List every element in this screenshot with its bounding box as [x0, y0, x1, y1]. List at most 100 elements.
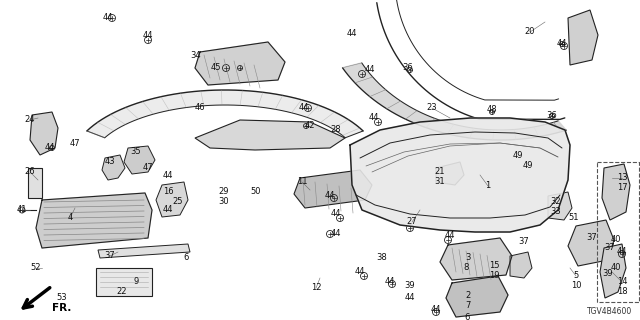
Polygon shape	[87, 90, 363, 138]
Polygon shape	[510, 252, 532, 278]
Text: 44: 44	[365, 66, 375, 75]
Polygon shape	[195, 120, 345, 150]
Text: 16: 16	[163, 188, 173, 196]
Text: 30: 30	[219, 197, 229, 206]
Text: 18: 18	[617, 287, 627, 297]
Text: 19: 19	[489, 271, 499, 281]
Text: 36: 36	[403, 63, 413, 73]
Text: 24: 24	[25, 116, 35, 124]
Text: 6: 6	[183, 253, 189, 262]
Text: 34: 34	[191, 51, 202, 60]
Polygon shape	[156, 182, 188, 217]
Text: 44: 44	[557, 39, 567, 49]
Text: 10: 10	[571, 282, 581, 291]
Text: 12: 12	[311, 284, 321, 292]
Polygon shape	[36, 193, 152, 248]
Text: 17: 17	[617, 183, 627, 193]
Text: 39: 39	[603, 269, 613, 278]
Text: 22: 22	[116, 287, 127, 297]
Text: 38: 38	[376, 253, 387, 262]
Text: 44: 44	[143, 31, 153, 41]
Text: 35: 35	[131, 148, 141, 156]
Text: 53: 53	[57, 293, 67, 302]
Text: 46: 46	[195, 103, 205, 113]
Polygon shape	[98, 244, 190, 258]
Text: 49: 49	[523, 162, 533, 171]
Text: 2: 2	[465, 292, 470, 300]
Text: 13: 13	[617, 173, 627, 182]
Polygon shape	[436, 162, 464, 185]
Text: 49: 49	[513, 151, 524, 161]
Text: 44: 44	[385, 277, 396, 286]
Text: 44: 44	[445, 231, 455, 241]
Text: 40: 40	[611, 263, 621, 273]
Text: 9: 9	[133, 277, 139, 286]
Text: 43: 43	[105, 157, 115, 166]
Text: 39: 39	[404, 282, 415, 291]
Text: 4: 4	[67, 213, 72, 222]
Text: 44: 44	[299, 103, 309, 113]
Text: 37: 37	[605, 244, 616, 252]
Text: 37: 37	[587, 234, 597, 243]
Text: 15: 15	[489, 261, 499, 270]
Text: 44: 44	[355, 268, 365, 276]
Polygon shape	[195, 42, 285, 85]
Text: 3: 3	[465, 253, 470, 262]
Text: 37: 37	[518, 237, 529, 246]
Text: 37: 37	[104, 252, 115, 260]
Text: 44: 44	[163, 205, 173, 214]
Text: 28: 28	[331, 125, 341, 134]
Text: 25: 25	[173, 197, 183, 206]
Text: 47: 47	[70, 140, 80, 148]
Polygon shape	[446, 276, 508, 317]
Text: 33: 33	[550, 207, 561, 217]
Text: 42: 42	[305, 122, 316, 131]
Text: 23: 23	[427, 103, 437, 113]
Text: 36: 36	[547, 111, 557, 121]
Text: 41: 41	[17, 205, 28, 214]
Text: 44: 44	[404, 293, 415, 302]
Text: 44: 44	[103, 13, 113, 22]
Text: 44: 44	[331, 210, 341, 219]
Polygon shape	[602, 164, 630, 220]
Polygon shape	[548, 192, 572, 220]
Text: 51: 51	[569, 213, 579, 222]
Text: 44: 44	[324, 191, 335, 201]
Text: 45: 45	[211, 63, 221, 73]
Bar	[597, 162, 639, 302]
Text: FR.: FR.	[52, 303, 72, 313]
Text: 26: 26	[25, 167, 35, 177]
Text: 14: 14	[617, 277, 627, 286]
Text: 5: 5	[573, 271, 579, 281]
Text: 44: 44	[431, 306, 441, 315]
Text: 47: 47	[143, 164, 154, 172]
Polygon shape	[102, 155, 125, 180]
Text: 6: 6	[464, 314, 470, 320]
Text: 29: 29	[219, 188, 229, 196]
Text: 1: 1	[485, 181, 491, 190]
Text: 52: 52	[31, 263, 41, 273]
Text: TGV4B4600: TGV4B4600	[587, 307, 632, 316]
Text: 44: 44	[163, 172, 173, 180]
Text: 44: 44	[45, 143, 55, 153]
Polygon shape	[294, 170, 372, 208]
Text: 48: 48	[486, 106, 497, 115]
Text: 20: 20	[525, 28, 535, 36]
Polygon shape	[440, 238, 512, 280]
Polygon shape	[342, 63, 566, 140]
Polygon shape	[350, 118, 570, 232]
Polygon shape	[600, 244, 626, 298]
Text: 44: 44	[347, 29, 357, 38]
Text: 32: 32	[550, 197, 561, 206]
Text: 8: 8	[463, 263, 468, 273]
Polygon shape	[568, 10, 598, 65]
Text: 50: 50	[251, 188, 261, 196]
Polygon shape	[30, 112, 58, 155]
Polygon shape	[28, 168, 42, 198]
Polygon shape	[96, 268, 152, 296]
Text: 44: 44	[617, 247, 627, 257]
Text: 40: 40	[611, 236, 621, 244]
Polygon shape	[568, 220, 614, 266]
Text: 27: 27	[406, 218, 417, 227]
Text: 7: 7	[465, 301, 470, 310]
